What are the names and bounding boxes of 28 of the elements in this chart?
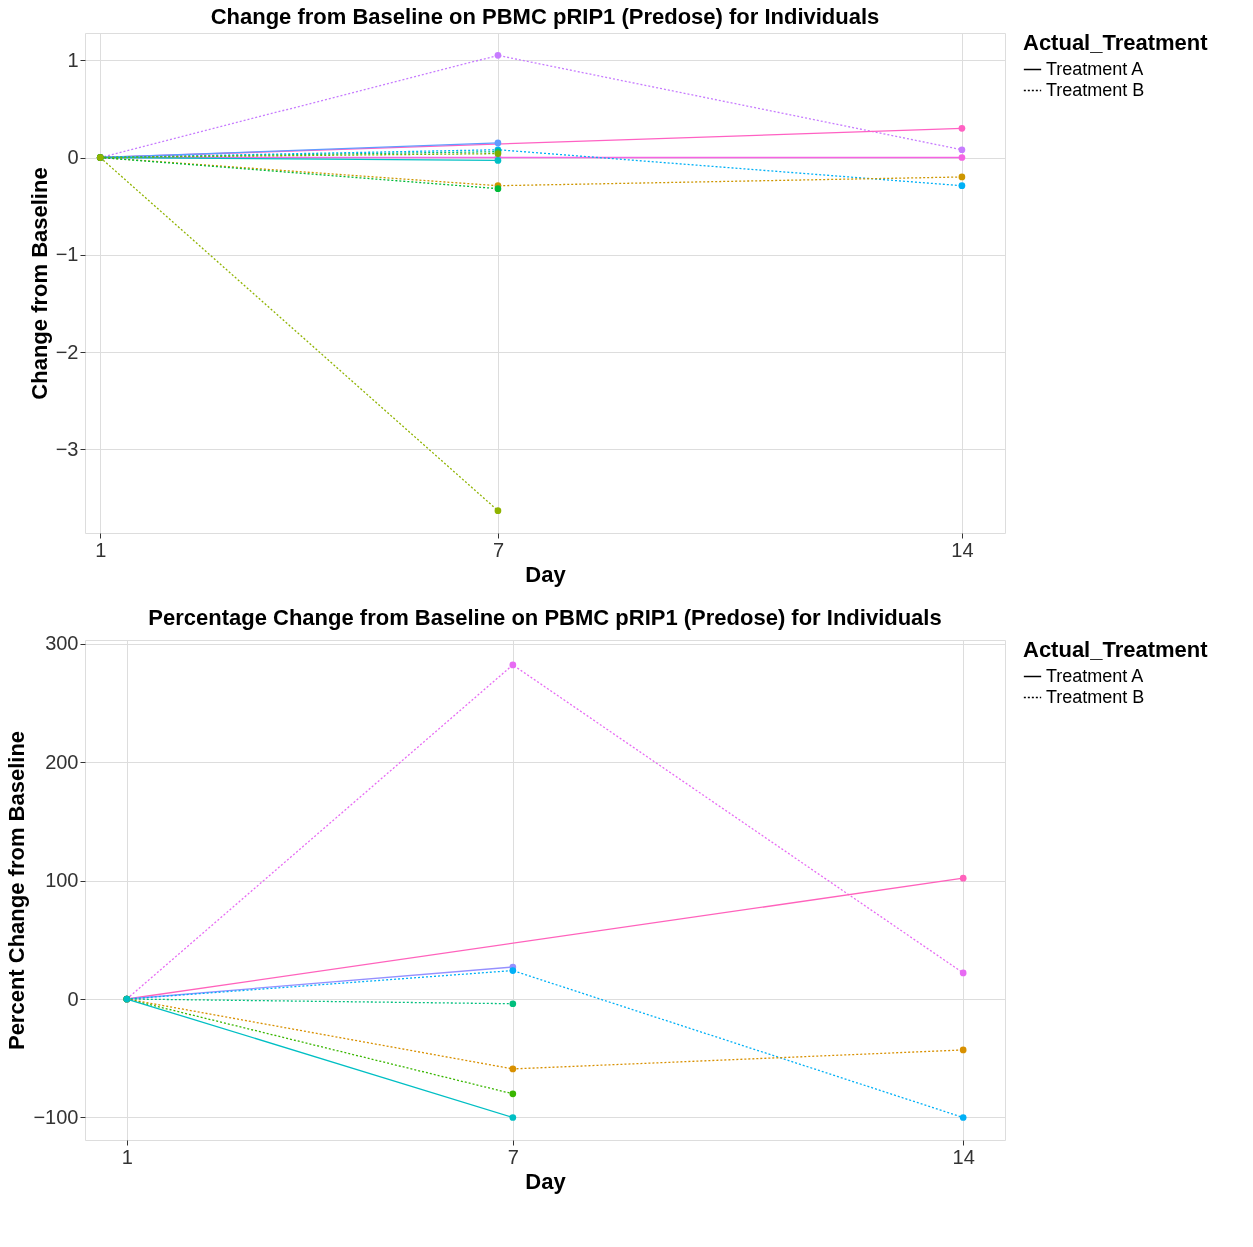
legend-title: Actual_Treatment	[1023, 30, 1209, 55]
y-tick-label: 0	[67, 146, 79, 169]
x-tick-label: 7	[507, 1145, 519, 1168]
y-axis-title: Change from Baseline	[26, 167, 52, 400]
x-tick-label: 14	[952, 1145, 975, 1168]
x-axis-title: Day	[525, 1168, 567, 1194]
x-axis-title: Day	[525, 561, 567, 587]
text: Treatment A	[1046, 58, 1144, 79]
y-axis-title: Percent Change from Baseline	[4, 730, 30, 1051]
y-tick-label: 300	[45, 632, 79, 655]
chart-title: Percentage Change from Baseline on PBMC pRIP1 (Predose) for Individuals	[148, 604, 942, 630]
legend-title: Actual_Treatment	[1023, 637, 1209, 662]
y-tick-label: 0	[67, 987, 79, 1010]
text: Treatment A	[1046, 665, 1144, 686]
text: Treatment B	[1046, 686, 1145, 707]
y-tick-label: −1	[55, 243, 79, 266]
chart-title: Change from Baseline on PBMC pRIP1 (Predose) for Individuals	[210, 4, 880, 29]
x-tick-label: 7	[492, 538, 504, 561]
x-tick-label: 1	[95, 538, 107, 561]
y-tick-label: 100	[45, 869, 79, 892]
y-tick-label: 1	[67, 48, 79, 71]
y-tick-label: −100	[33, 1105, 79, 1128]
y-tick-label: −2	[55, 340, 79, 363]
y-tick-label: −3	[55, 437, 79, 460]
x-tick-label: 1	[121, 1145, 133, 1168]
x-tick-label: 14	[951, 538, 974, 561]
y-tick-label: 200	[45, 750, 79, 773]
text: Treatment B	[1046, 79, 1145, 100]
